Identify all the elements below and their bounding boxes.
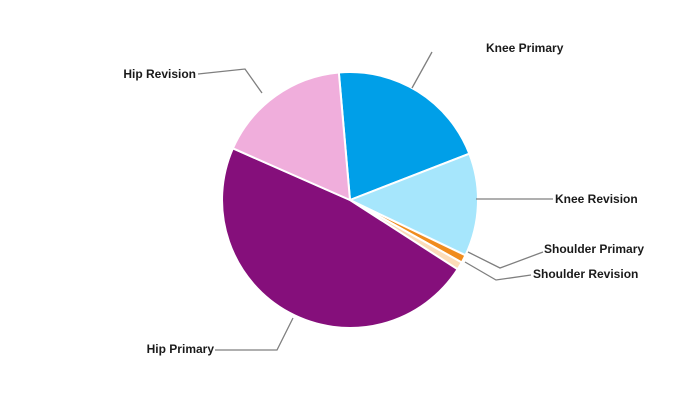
leader-lines: [197, 51, 553, 351]
leader-line-hip-revision: [197, 68, 263, 94]
slice-knee-primary: [337, 71, 471, 202]
pie-slices: [221, 71, 479, 329]
label-hip-primary: Hip Primary: [147, 342, 215, 356]
leader-line-knee-primary: [411, 51, 433, 89]
label-shoulder-revision: Shoulder Revision: [533, 267, 638, 281]
slice-knee-revision: [347, 152, 479, 257]
label-shoulder-primary: Shoulder Primary: [544, 242, 644, 256]
label-knee-revision: Knee Revision: [555, 192, 638, 206]
slice-hip-revision: [231, 71, 352, 202]
leader-line-shoulder-revision: [464, 261, 532, 281]
leader-line-hip-primary: [215, 317, 294, 351]
slice-hip-primary: [221, 147, 459, 329]
label-hip-revision: Hip Revision: [123, 67, 196, 81]
label-knee-primary: Knee Primary: [486, 41, 564, 55]
slice-labels: Knee Primary Knee Revision Shoulder Prim…: [123, 41, 644, 356]
leader-line-shoulder-primary: [467, 251, 544, 269]
